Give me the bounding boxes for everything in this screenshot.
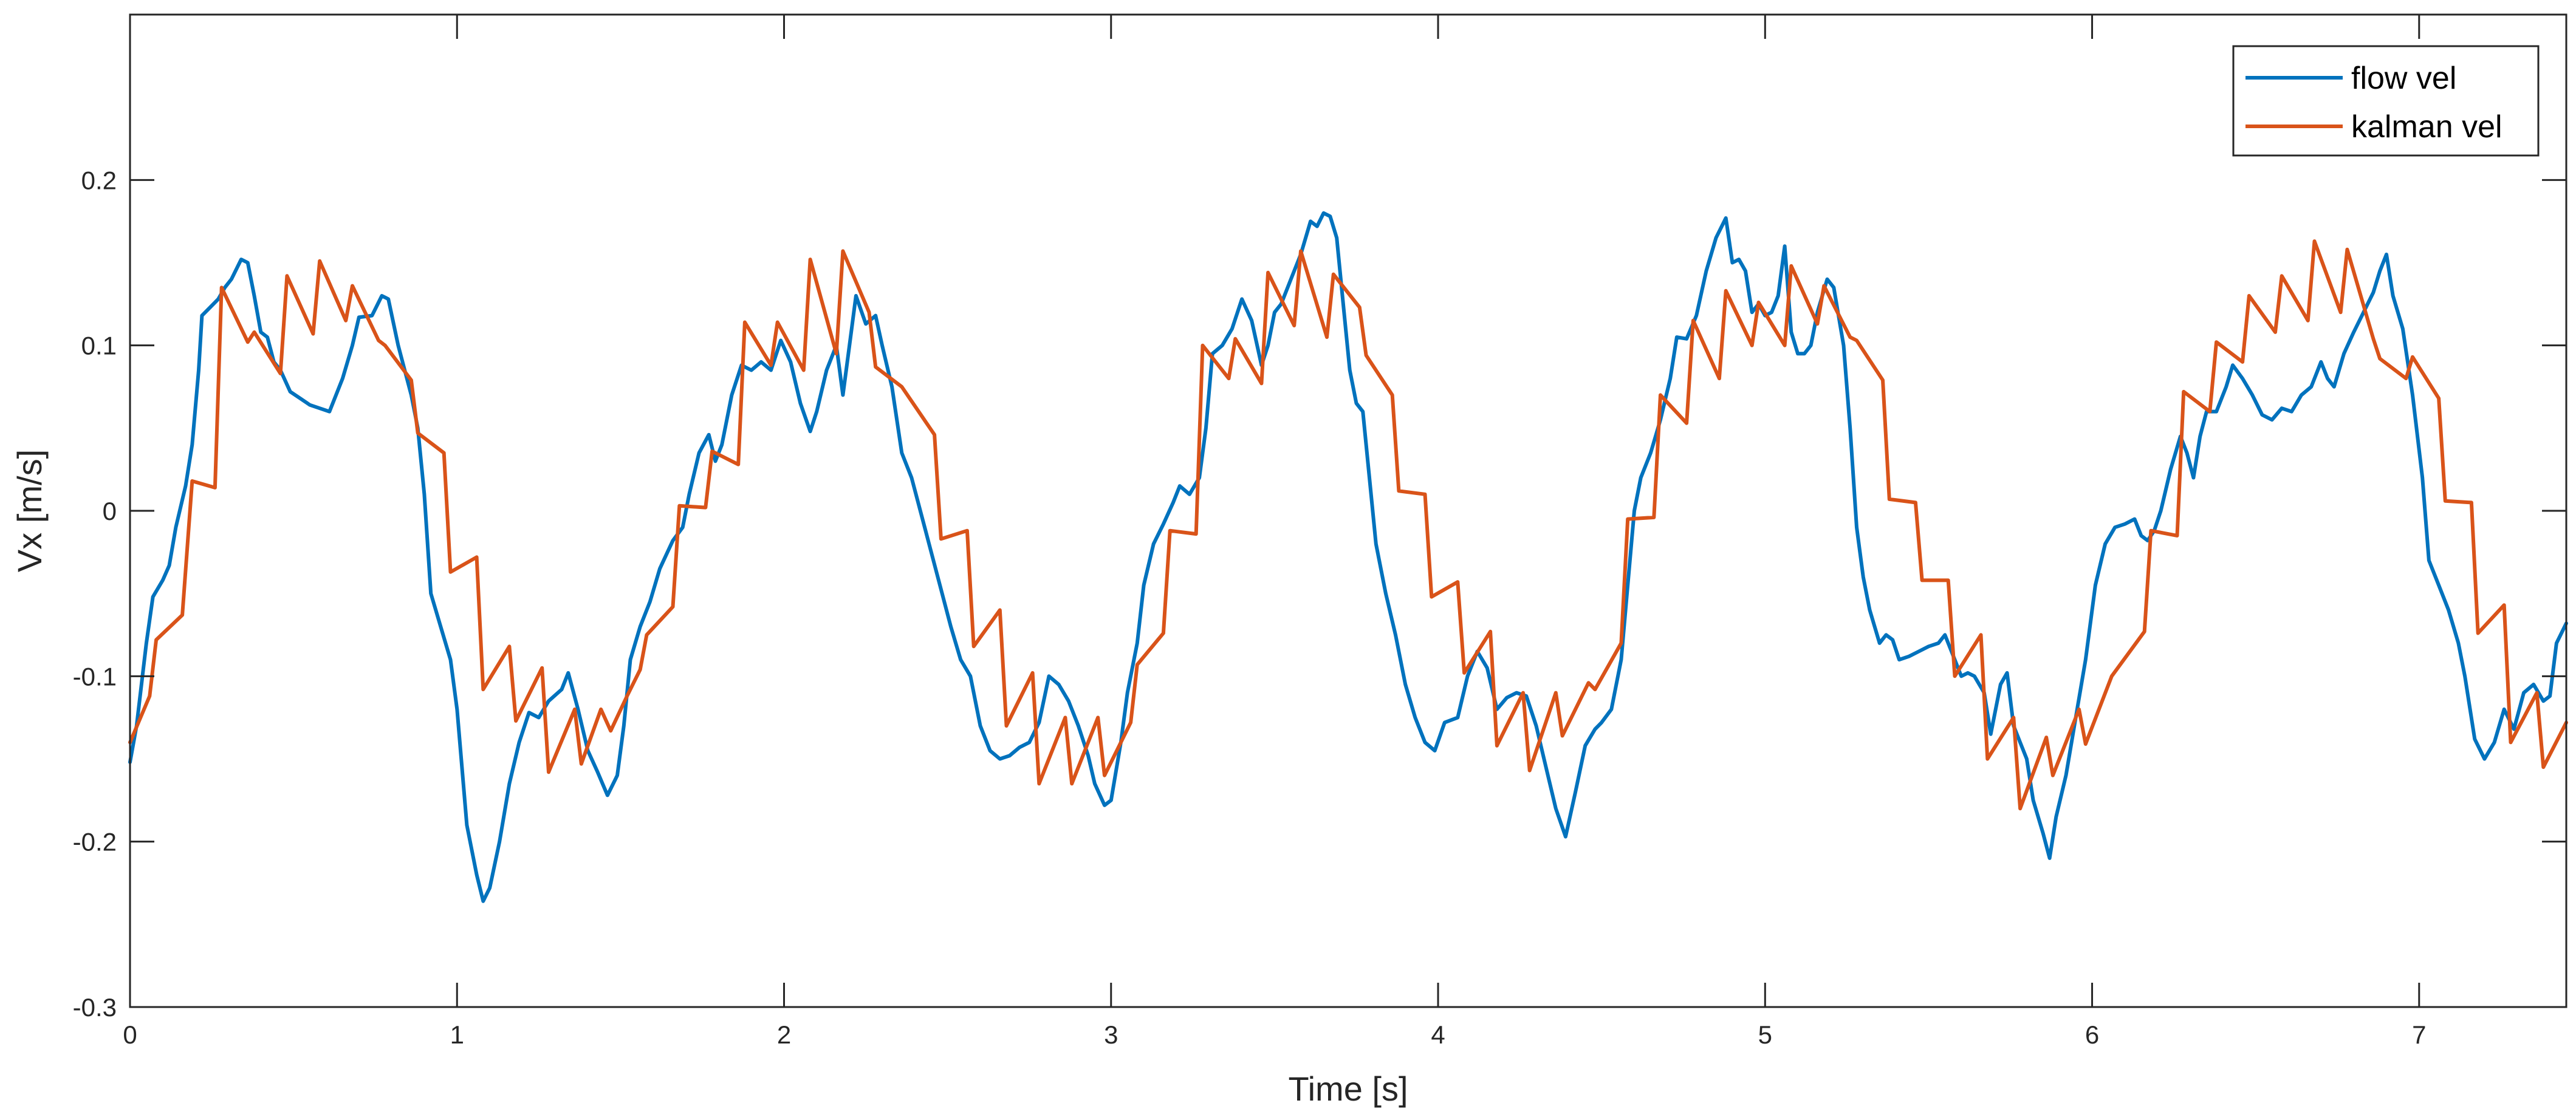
y-tick-label: 0.1	[81, 332, 117, 360]
y-tick-label: 0	[103, 497, 117, 525]
legend: flow vel kalman vel	[2232, 45, 2540, 157]
y-axis-title: Vx [m/s]	[10, 449, 49, 572]
x-tick-label: 2	[777, 1020, 791, 1049]
y-axis: -0.3 -0.2 -0.1 0 0.1 0.2	[73, 166, 2566, 1022]
y-tick-label: 0.2	[81, 166, 117, 194]
x-tick-label: 4	[1431, 1020, 1445, 1049]
x-tick-label: 1	[450, 1020, 464, 1049]
x-tick-label: 7	[2412, 1020, 2426, 1049]
x-tick-label: 6	[2085, 1020, 2099, 1049]
x-tick-label: 3	[1104, 1020, 1118, 1049]
x-axis-title: Time [s]	[1288, 1070, 1408, 1108]
y-tick-label: -0.1	[73, 662, 117, 691]
legend-box	[2232, 45, 2540, 157]
y-tick-label: -0.3	[73, 993, 117, 1022]
x-axis: 0 1 2 3 4 5 6 7	[123, 15, 2426, 1049]
series-line-2	[128, 239, 2568, 811]
legend-label-2: kalman vel	[2351, 109, 2502, 145]
x-tick-label: 0	[123, 1020, 137, 1049]
x-tick-label: 5	[1758, 1020, 1772, 1049]
y-tick-label: -0.2	[73, 828, 117, 856]
series-layer	[128, 211, 2568, 903]
legend-label-1: flow vel	[2351, 61, 2456, 96]
